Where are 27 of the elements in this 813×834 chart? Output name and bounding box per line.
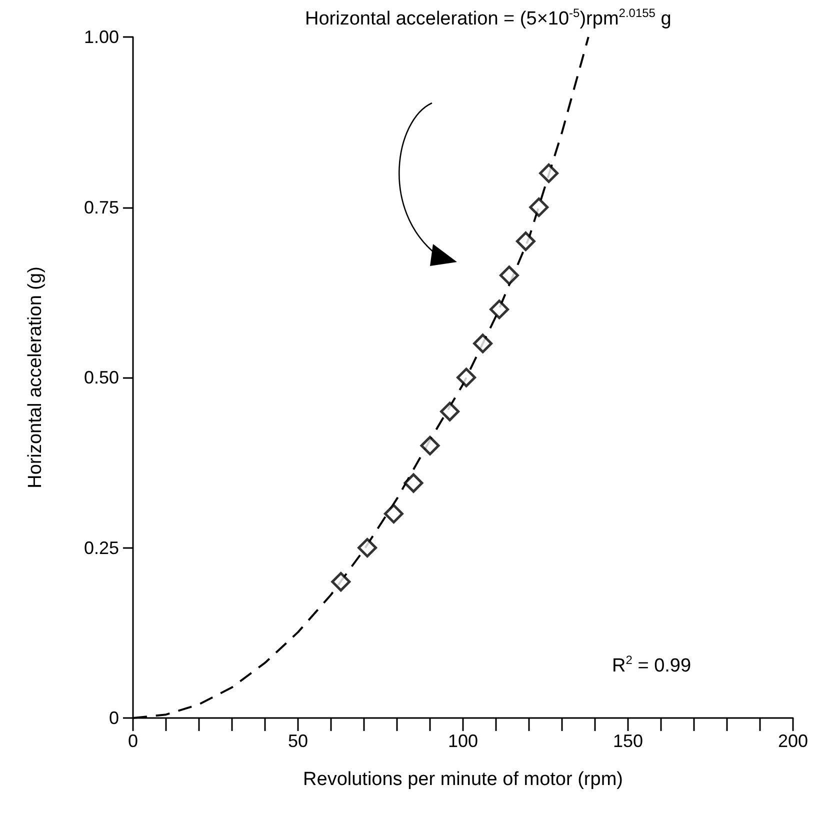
y-tick-label: 0.25 (84, 538, 119, 558)
y-axis-title: Horizontal acceleration (g) (25, 266, 46, 488)
point (490, 300, 510, 320)
point (539, 163, 559, 183)
point (473, 334, 493, 354)
point (358, 538, 378, 558)
point (420, 436, 440, 456)
point (499, 266, 519, 286)
point (440, 402, 460, 422)
x-tick-label: 0 (128, 731, 138, 751)
y-tick-label: 0.50 (84, 368, 119, 388)
point (529, 198, 549, 217)
point (331, 572, 351, 592)
x-tick-label: 50 (288, 731, 308, 751)
x-tick-label: 100 (448, 731, 478, 751)
y-tick-label: 0 (108, 708, 119, 728)
y-tick-label: 1.00 (84, 27, 119, 47)
text: Horizontal acceleration = (5×10$^{-5}$)rpm$^{2.0155}$ g (305, 6, 672, 30)
point (384, 504, 404, 524)
x-axis-title: Revolutions per minute of motor (rpm) (303, 769, 623, 790)
x-tick-label: 200 (778, 731, 808, 751)
point (456, 368, 476, 388)
point (404, 473, 424, 493)
x-tick-label: 150 (612, 731, 644, 751)
point (516, 232, 536, 252)
annotation: R$^{2}$ = 0.99 (612, 653, 692, 678)
y-tick-label: 0.75 (84, 197, 119, 218)
